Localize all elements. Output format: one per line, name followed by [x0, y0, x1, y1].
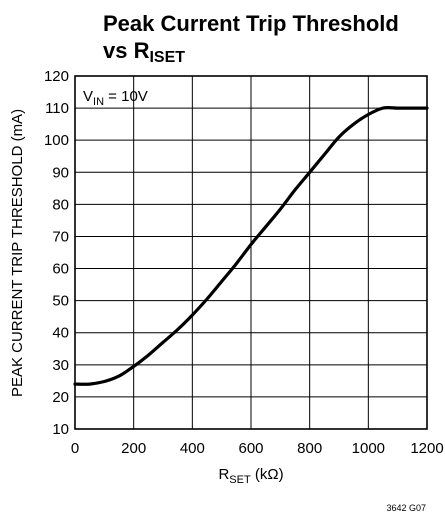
- x-axis-label-main: R: [218, 466, 229, 483]
- y-tick-labels: 10 20 30 40 50 60 70 80 90 100 110 120: [44, 68, 69, 438]
- grid-lines: [74, 75, 428, 430]
- x-tick-label: 0: [71, 440, 79, 457]
- vin-annotation: VIN = 10V: [83, 88, 148, 108]
- y-tick-label: 120: [44, 68, 69, 85]
- y-tick-label: 10: [52, 421, 69, 438]
- vin-annotation-sub: IN: [93, 96, 104, 108]
- chart-title-line1: Peak Current Trip Threshold: [103, 11, 399, 36]
- x-tick-label: 200: [121, 440, 146, 457]
- y-tick-label: 20: [52, 389, 69, 406]
- y-tick-label: 30: [52, 357, 69, 374]
- y-tick-label: 80: [52, 196, 69, 213]
- y-tick-label: 50: [52, 293, 69, 310]
- chart-title-line2: vs RISET: [103, 38, 185, 66]
- y-tick-label: 90: [52, 164, 69, 181]
- vin-annotation-rest: = 10V: [104, 88, 148, 105]
- figure-id: 3642 G07: [386, 503, 426, 513]
- threshold-curve: [73, 106, 429, 386]
- x-tick-label: 1200: [410, 440, 443, 457]
- x-tick-label: 400: [180, 440, 205, 457]
- x-tick-label: 1000: [352, 440, 385, 457]
- y-axis-label: PEAK CURRENT TRIP THRESHOLD (mA): [9, 109, 26, 397]
- x-axis-label-unit: (kΩ): [251, 466, 284, 483]
- vin-annotation-main: V: [83, 88, 93, 105]
- x-axis-label-sub: SET: [229, 474, 251, 486]
- plot-frame: [74, 75, 428, 430]
- chart-title-line2-sub: ISET: [149, 49, 185, 66]
- x-tick-label: 600: [238, 440, 263, 457]
- chart-title-line2-main: vs R: [103, 38, 150, 63]
- y-tick-label: 110: [45, 100, 69, 117]
- y-tick-label: 40: [52, 325, 69, 342]
- x-tick-labels: 0 200 400 600 800 1000 1200: [71, 440, 444, 457]
- y-tick-label: 70: [52, 228, 69, 245]
- y-tick-label: 100: [44, 132, 69, 149]
- x-tick-label: 800: [297, 440, 322, 457]
- x-axis-label: RSET (kΩ): [218, 466, 283, 486]
- y-tick-label: 60: [52, 261, 69, 278]
